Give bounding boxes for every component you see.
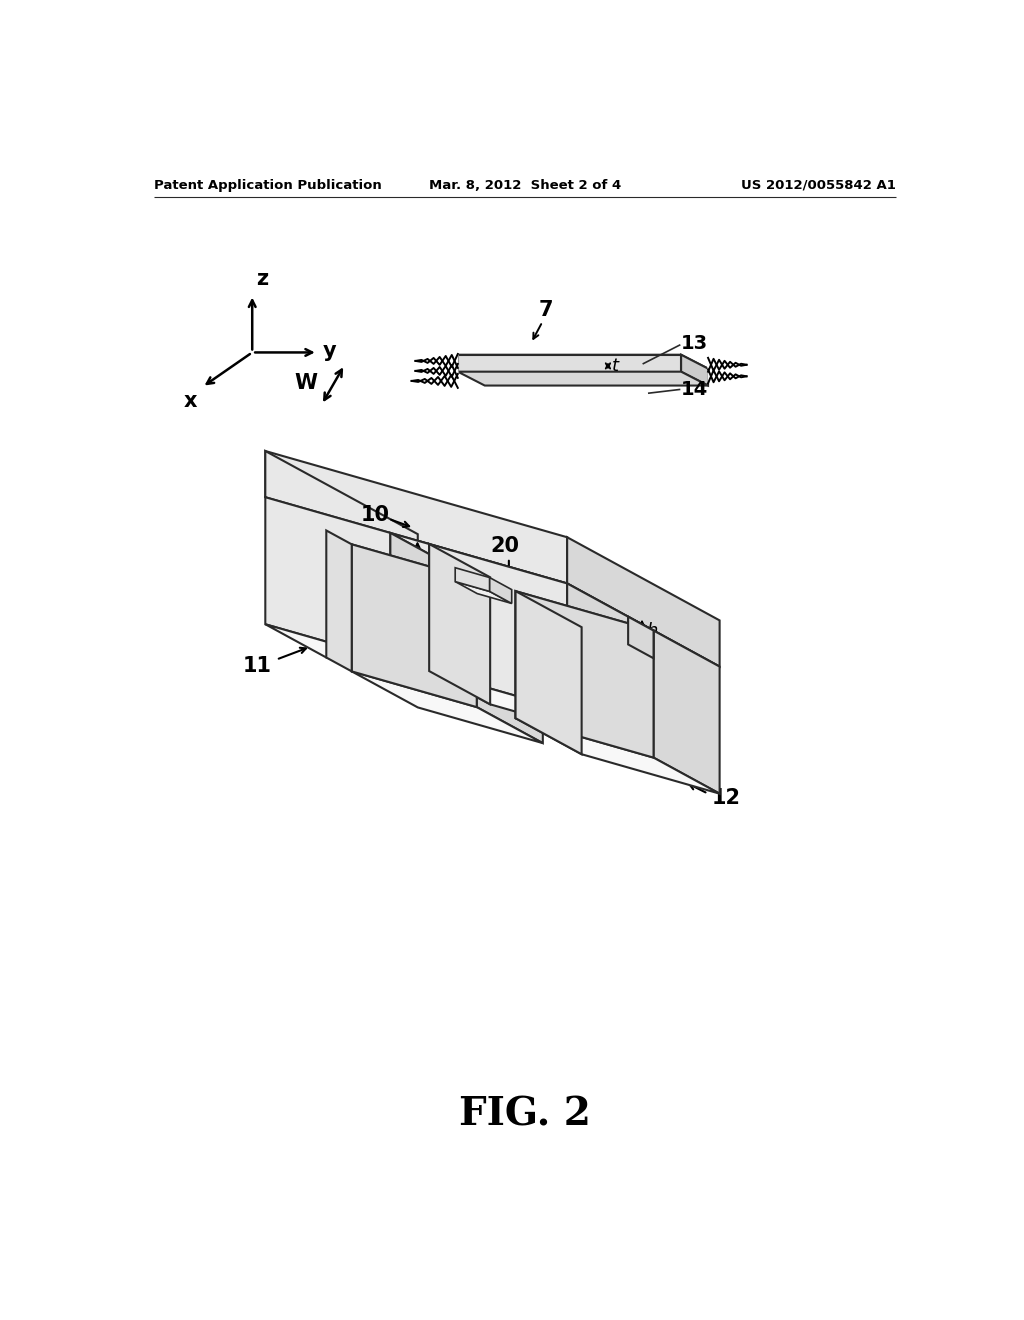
Text: 11: 11 bbox=[243, 656, 271, 676]
Polygon shape bbox=[515, 591, 653, 758]
Polygon shape bbox=[456, 582, 512, 603]
Polygon shape bbox=[653, 631, 720, 793]
Text: Mar. 8, 2012  Sheet 2 of 4: Mar. 8, 2012 Sheet 2 of 4 bbox=[429, 178, 621, 191]
Polygon shape bbox=[458, 355, 708, 368]
Polygon shape bbox=[265, 451, 567, 583]
Polygon shape bbox=[327, 531, 351, 672]
Polygon shape bbox=[458, 355, 681, 372]
Polygon shape bbox=[429, 544, 567, 710]
Text: 20: 20 bbox=[490, 536, 519, 556]
Text: z: z bbox=[256, 269, 268, 289]
Text: h: h bbox=[646, 622, 658, 640]
Polygon shape bbox=[265, 451, 418, 581]
Text: W: W bbox=[295, 374, 317, 393]
Polygon shape bbox=[515, 591, 653, 758]
Polygon shape bbox=[265, 498, 720, 667]
Polygon shape bbox=[429, 544, 490, 705]
Text: FIG. 2: FIG. 2 bbox=[459, 1096, 591, 1134]
Polygon shape bbox=[265, 624, 452, 693]
Polygon shape bbox=[708, 370, 746, 383]
Polygon shape bbox=[390, 533, 452, 693]
Text: 14: 14 bbox=[681, 380, 709, 399]
Polygon shape bbox=[265, 498, 390, 660]
Text: H: H bbox=[421, 593, 435, 611]
Polygon shape bbox=[412, 374, 458, 388]
Polygon shape bbox=[567, 583, 628, 743]
Polygon shape bbox=[708, 358, 746, 372]
Polygon shape bbox=[477, 579, 543, 743]
Text: y: y bbox=[323, 341, 337, 360]
Text: x: x bbox=[183, 391, 197, 411]
Text: t: t bbox=[611, 356, 618, 375]
Polygon shape bbox=[628, 616, 653, 659]
Text: 10: 10 bbox=[360, 506, 390, 525]
Polygon shape bbox=[681, 355, 708, 385]
Polygon shape bbox=[429, 671, 628, 743]
Polygon shape bbox=[416, 364, 458, 378]
Polygon shape bbox=[327, 531, 653, 631]
Polygon shape bbox=[351, 672, 543, 743]
Polygon shape bbox=[390, 533, 582, 627]
Polygon shape bbox=[351, 544, 477, 708]
Polygon shape bbox=[416, 354, 458, 368]
Polygon shape bbox=[515, 591, 582, 754]
Polygon shape bbox=[351, 544, 477, 708]
Polygon shape bbox=[458, 372, 708, 385]
Text: 13: 13 bbox=[681, 334, 709, 352]
Polygon shape bbox=[489, 578, 512, 603]
Polygon shape bbox=[515, 718, 720, 793]
Polygon shape bbox=[456, 568, 489, 591]
Text: Patent Application Publication: Patent Application Publication bbox=[154, 178, 381, 191]
Text: 7: 7 bbox=[539, 300, 554, 321]
Text: US 2012/0055842 A1: US 2012/0055842 A1 bbox=[741, 178, 896, 191]
Polygon shape bbox=[567, 537, 720, 667]
Text: 12: 12 bbox=[712, 788, 741, 808]
